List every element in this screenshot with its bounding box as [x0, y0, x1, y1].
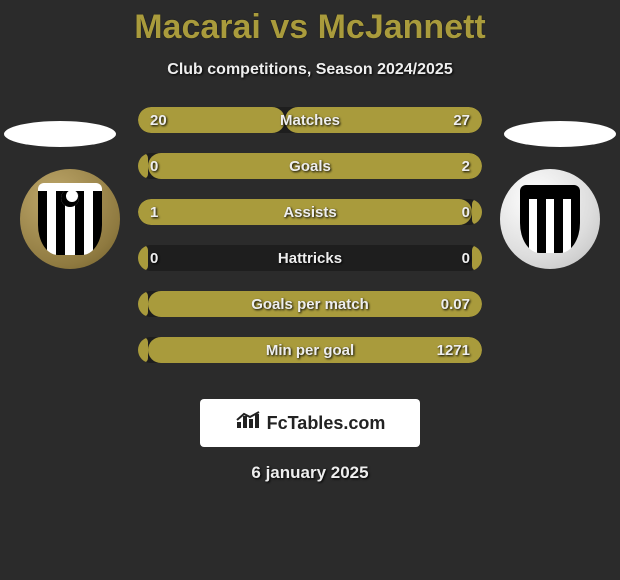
- stat-bars-container: 2027Matches 02Goals 10Assists 00Hattricks 0.…: [138, 107, 482, 383]
- chart-icon: [235, 410, 263, 436]
- stat-label: Goals: [138, 158, 482, 175]
- comparison-panel: 2027Matches 02Goals 10Assists 00Hattricks 0.…: [0, 107, 620, 387]
- player1-name: Macarai: [134, 8, 261, 46]
- crest-shield-left: [38, 183, 102, 255]
- stat-row: 10Assists: [138, 199, 482, 225]
- stat-label: Assists: [138, 204, 482, 221]
- stat-label: Min per goal: [138, 342, 482, 359]
- player2-name: McJannett: [318, 8, 486, 46]
- title-separator: vs: [270, 8, 308, 46]
- footer-date: 6 january 2025: [0, 463, 620, 483]
- club-crest-right: [500, 169, 600, 269]
- oval-decoration-left: [4, 121, 116, 147]
- crest-shield-right: [520, 185, 580, 253]
- stat-row: 1271Min per goal: [138, 337, 482, 363]
- stat-label: Hattricks: [138, 250, 482, 267]
- stat-row: 0.07Goals per match: [138, 291, 482, 317]
- stat-label: Matches: [138, 112, 482, 129]
- stat-row: 02Goals: [138, 153, 482, 179]
- stat-label: Goals per match: [138, 296, 482, 313]
- stat-row: 2027Matches: [138, 107, 482, 133]
- page-title: Macarai vs McJannett: [0, 0, 620, 47]
- oval-decoration-right: [504, 121, 616, 147]
- subtitle: Club competitions, Season 2024/2025: [0, 61, 620, 79]
- stat-row: 00Hattricks: [138, 245, 482, 271]
- club-crest-left: [20, 169, 120, 269]
- ball-icon: [61, 189, 79, 207]
- attribution-badge: FcTables.com: [200, 399, 420, 447]
- attribution-text: FcTables.com: [267, 413, 386, 434]
